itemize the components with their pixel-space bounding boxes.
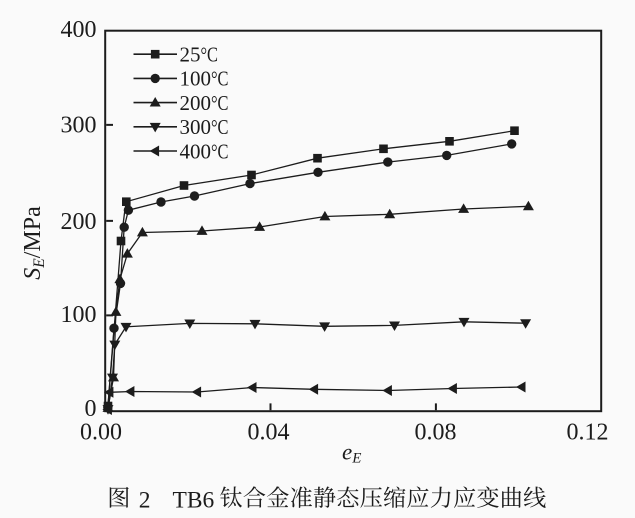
svg-text:400: 400 — [61, 17, 97, 43]
svg-text:0.04: 0.04 — [248, 419, 290, 445]
svg-text:0.08: 0.08 — [415, 419, 457, 445]
svg-text:2: 2 — [139, 488, 151, 514]
svg-text:300°C: 300°C — [180, 115, 229, 139]
svg-text:100°C: 100°C — [180, 67, 229, 91]
svg-text:200°C: 200°C — [180, 91, 229, 115]
svg-text:300: 300 — [61, 113, 97, 139]
svg-text:0.12: 0.12 — [567, 419, 609, 445]
svg-text:400°C: 400°C — [180, 139, 229, 163]
svg-text:SE/MPa: SE/MPa — [20, 206, 48, 280]
svg-text:0.00: 0.00 — [80, 419, 122, 445]
svg-text:TB6: TB6 — [173, 488, 215, 514]
svg-text:200: 200 — [61, 209, 97, 235]
svg-text:100: 100 — [61, 302, 97, 328]
svg-text:0: 0 — [85, 396, 97, 422]
svg-text:25°C: 25°C — [180, 43, 219, 67]
